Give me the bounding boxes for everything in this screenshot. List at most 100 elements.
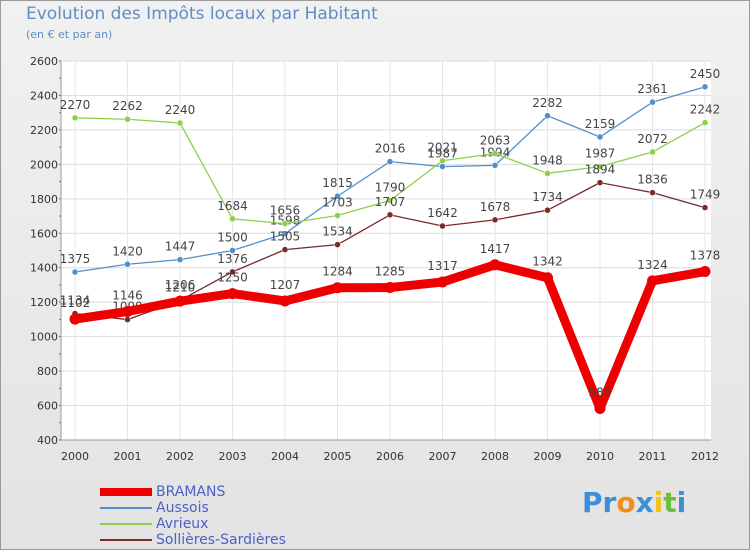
data-point [439,222,446,230]
data-point [386,197,394,204]
data-point [544,170,551,177]
data-point [491,216,499,224]
y-tick-label: 1000 [30,331,58,344]
data-label: 2361 [637,82,668,96]
data-point [386,158,394,165]
logo-letter: i [676,486,687,519]
data-label: 1447 [165,240,196,254]
y-tick-label: 1200 [30,296,58,309]
logo-letter: r [602,486,617,519]
data-label: 1734 [532,190,563,204]
data-point [596,163,604,170]
data-label: 583 [589,385,612,399]
x-tick-label: 2005 [324,450,352,463]
data-point [384,282,396,294]
x-tick-label: 2001 [114,450,142,463]
y-tick-label: 2000 [30,158,58,171]
data-point [439,157,446,164]
data-label: 2270 [60,98,91,112]
x-tick-label: 2007 [429,450,457,463]
data-label: 2282 [532,96,563,110]
x-tick-label: 2002 [166,450,194,463]
legend-item: Aussois [100,500,286,516]
data-point [124,261,131,268]
x-tick-label: 2008 [481,450,509,463]
data-label: 1417 [480,242,511,256]
data-label: 1324 [637,258,668,272]
data-label: 1987 [427,147,458,161]
data-label: 1284 [322,265,353,279]
data-label: 1836 [637,173,668,187]
proxiti-logo: Proxiti [582,486,686,519]
legend-label: Aussois [156,500,209,516]
data-label: 1206 [165,278,196,292]
data-point [227,288,238,300]
data-label: 1505 [270,230,301,244]
data-point [281,230,289,237]
data-point [122,305,133,317]
logo-letter: t [663,486,677,519]
legend-label: BRAMANS [156,484,226,500]
y-tick-label: 400 [37,434,58,447]
plot-area [61,61,711,440]
x-tick-label: 2004 [271,450,299,463]
data-point [334,212,341,219]
data-label: 1210 [165,280,196,294]
data-point [647,275,658,287]
data-point [649,98,656,106]
data-point [701,204,709,211]
data-label: 1815 [322,176,353,190]
data-label: 1703 [322,196,353,210]
data-point [281,220,289,227]
data-point [699,266,711,278]
data-point [544,112,551,120]
x-tick-label: 2011 [639,450,667,463]
data-point [439,163,446,170]
data-point [649,189,656,196]
data-label: 1375 [60,252,91,266]
data-label: 2159 [585,117,616,131]
legend-label: Avrieux [156,516,209,532]
x-tick-label: 2006 [376,450,404,463]
data-label: 2016 [375,142,406,156]
data-label: 1500 [217,231,248,245]
data-label: 1656 [270,204,301,218]
y-tick-label: 1600 [30,227,58,240]
data-point [701,119,709,126]
y-tick-label: 2600 [30,55,58,68]
data-point [491,162,499,169]
chart-title: Evolution des Impôts locaux par Habitant [26,4,378,24]
data-label: 1948 [532,153,563,167]
legend-label: Sollières-Sardières [156,532,286,548]
data-point [332,282,343,294]
y-tick-label: 600 [37,400,58,413]
x-tick-label: 2009 [534,450,562,463]
legend-item: Sollières-Sardières [100,532,286,548]
x-tick-label: 2012 [691,450,719,463]
data-point [542,272,553,284]
logo-letter: x [635,486,654,519]
data-point [649,148,656,156]
data-point [174,295,186,307]
data-label: 1376 [217,252,248,266]
data-label: 2021 [427,141,458,155]
data-point [229,268,236,276]
data-point [594,402,606,414]
data-label: 1342 [532,255,563,269]
data-label: 2262 [112,99,143,113]
legend: BRAMANS Aussois Avrieux Sollières-Sardières [100,484,286,548]
data-point [334,241,341,248]
data-point [176,119,184,127]
data-point [279,295,291,307]
data-label: 2072 [637,132,668,146]
data-point [229,247,236,254]
x-tick-label: 2010 [586,450,614,463]
data-label: 1285 [375,265,406,279]
data-point [71,268,79,276]
data-label: 1678 [480,200,511,214]
data-point [69,313,81,325]
data-label: 1684 [217,199,248,213]
legend-item: BRAMANS [100,484,286,500]
legend-swatch [100,523,152,525]
